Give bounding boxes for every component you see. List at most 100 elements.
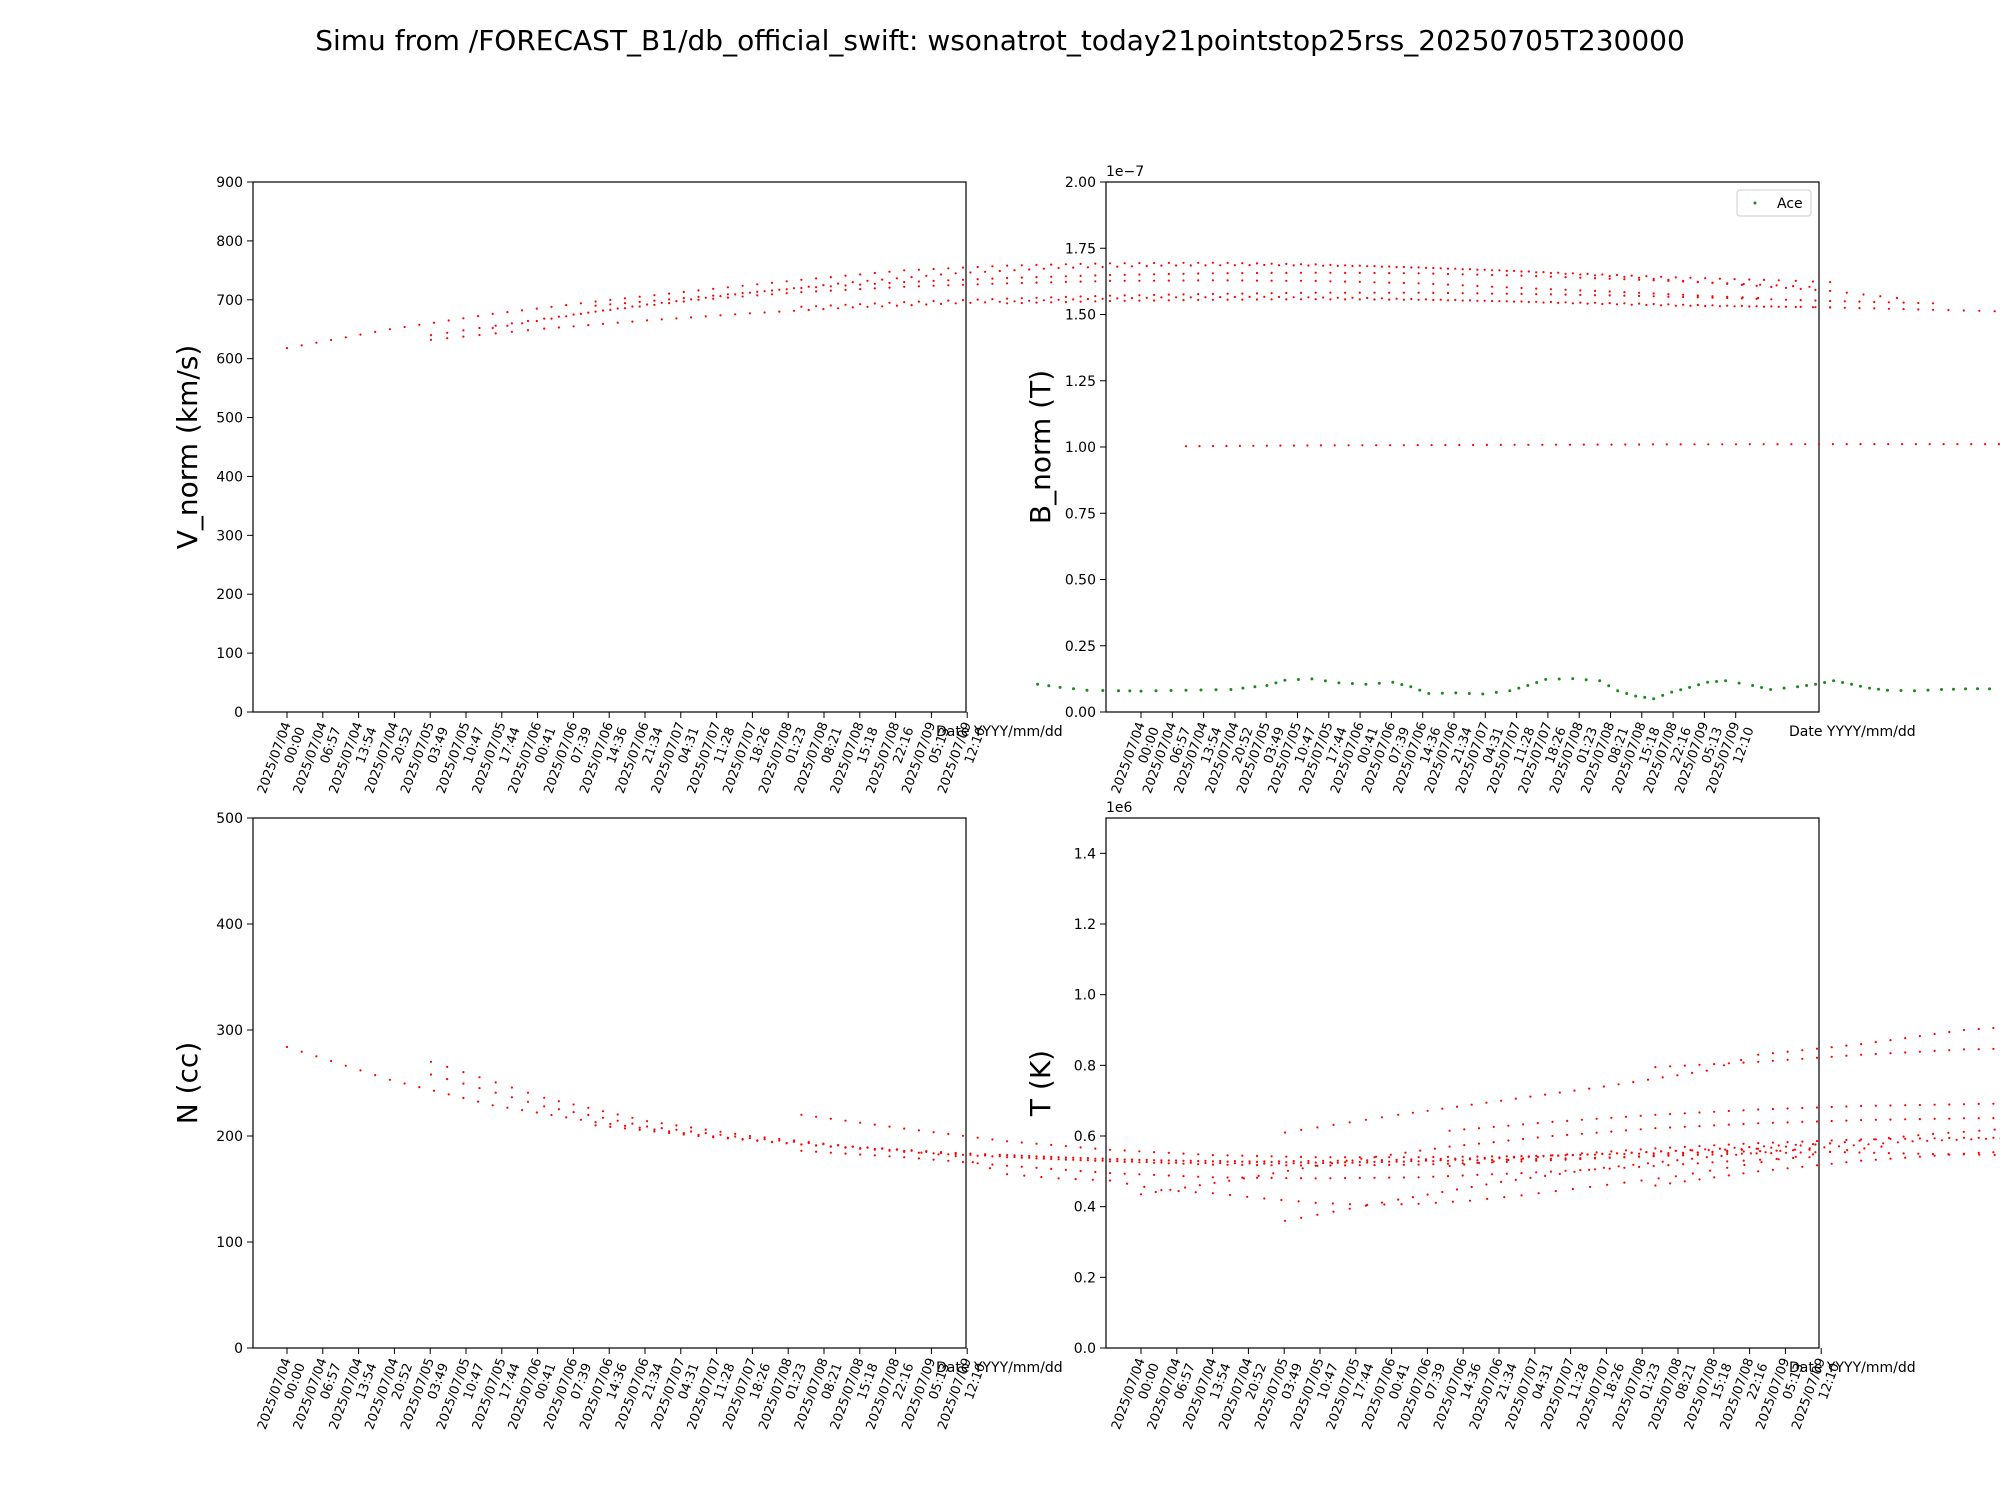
data-point [1889, 1157, 1892, 1160]
data-point [1314, 1201, 1317, 1204]
data-point [1233, 1162, 1236, 1165]
data-point [462, 1082, 465, 1085]
data-point [1286, 1169, 1290, 1172]
data-point [1153, 299, 1156, 302]
data-point [1639, 1114, 1642, 1117]
data-point [660, 301, 663, 304]
data-point [1940, 688, 1943, 691]
data-point [494, 332, 497, 335]
data-point [1843, 300, 1846, 303]
data-point [1904, 1104, 1907, 1107]
data-point [1197, 1153, 1200, 1156]
data-point [954, 302, 957, 305]
data-point [859, 273, 862, 276]
data-point [1126, 1182, 1129, 1185]
data-point [1486, 1197, 1489, 1200]
data-point [1219, 264, 1222, 267]
data-point [1116, 265, 1119, 268]
data-point [939, 1151, 943, 1154]
data-point [1727, 1143, 1730, 1146]
data-point [1706, 680, 1710, 684]
data-point [1050, 1143, 1053, 1146]
data-point [829, 1145, 832, 1148]
data-point [1749, 1152, 1752, 1155]
data-point [1784, 286, 1788, 289]
data-point [1933, 1103, 1936, 1106]
data-point [1483, 299, 1486, 302]
data-point [1427, 692, 1431, 695]
data-point [1468, 1157, 1472, 1160]
data-point [1811, 1143, 1815, 1146]
data-point [1713, 1063, 1716, 1066]
data-point [1962, 1117, 1966, 1120]
data-point [1373, 1164, 1376, 1167]
data-point [1887, 443, 1890, 446]
data-point [1947, 1131, 1950, 1134]
data-point [1432, 1160, 1435, 1163]
data-point [1458, 443, 1461, 447]
data-point [1211, 272, 1214, 275]
data-point [844, 288, 847, 291]
y-tick-label-t: 1.4 [1074, 846, 1096, 862]
data-point [756, 283, 759, 286]
data-point [1733, 278, 1736, 281]
data-point [638, 300, 641, 303]
x-axis-label-v: Date YYYY/mm/dd [936, 724, 1063, 740]
data-point [1123, 1158, 1126, 1161]
data-point [1771, 1107, 1774, 1111]
y-tick-label-b: 0.50 [1065, 573, 1096, 589]
data-point [1358, 298, 1361, 301]
data-point [1463, 1163, 1466, 1166]
data-point [1006, 1154, 1009, 1157]
series-n-5 [800, 1149, 1811, 1180]
data-point [1145, 1158, 1148, 1161]
data-point [1035, 301, 1038, 304]
data-point [697, 289, 700, 292]
data-point [932, 284, 935, 287]
data-point [1874, 1041, 1877, 1044]
data-point [1175, 1161, 1178, 1164]
data-point [631, 1122, 634, 1125]
data-point [1852, 1144, 1855, 1147]
data-point [1094, 1147, 1097, 1150]
data-point [1814, 288, 1817, 291]
data-point [1461, 268, 1464, 271]
data-point [1889, 1052, 1892, 1055]
data-point [1252, 444, 1255, 447]
data-point [903, 269, 906, 272]
data-point [1602, 1085, 1605, 1088]
data-point [1301, 1167, 1304, 1170]
data-point [1841, 681, 1845, 684]
series-v-1 [429, 263, 1832, 337]
data-point [734, 1132, 737, 1135]
data-point [638, 295, 641, 298]
data-point [1020, 1156, 1023, 1159]
data-point [976, 1162, 979, 1165]
data-point [1948, 1117, 1951, 1120]
data-point [1711, 1161, 1714, 1164]
data-point [1814, 299, 1817, 302]
data-point [1160, 296, 1163, 299]
data-point [873, 302, 876, 305]
data-point [1498, 1156, 1501, 1159]
data-point [1020, 1165, 1023, 1168]
data-point [1586, 1153, 1589, 1156]
y-tick-label-t: 0.8 [1074, 1058, 1096, 1074]
data-point [1177, 1190, 1180, 1193]
data-point [668, 298, 671, 301]
data-point [330, 338, 333, 342]
data-point [359, 333, 362, 336]
data-point [1748, 305, 1751, 308]
data-point [1035, 1142, 1038, 1145]
data-point [1638, 1165, 1641, 1168]
data-point [1601, 302, 1604, 306]
data-point [1740, 1152, 1743, 1155]
data-point [954, 272, 957, 275]
data-point [631, 305, 634, 308]
data-point [837, 282, 840, 285]
data-point [1404, 1151, 1407, 1154]
data-point [1138, 1161, 1141, 1164]
data-point [446, 337, 449, 340]
data-point [462, 329, 465, 332]
data-point [1879, 295, 1882, 298]
